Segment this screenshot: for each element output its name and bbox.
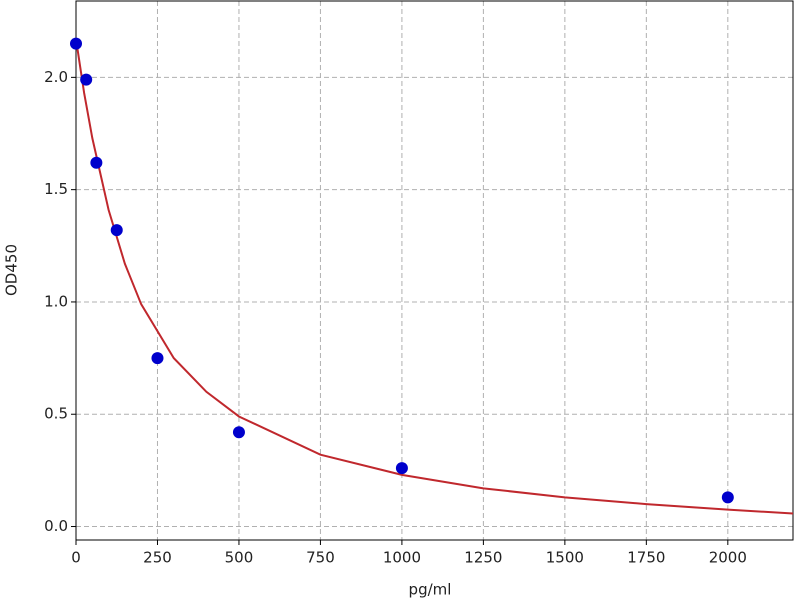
y-axis-label: OD450 — [3, 244, 21, 296]
x-tick-label: 2000 — [709, 549, 747, 567]
x-tick-label: 1500 — [546, 549, 584, 567]
x-tick-label: 500 — [225, 549, 254, 567]
fit-curve — [75, 39, 794, 515]
x-tick-label: 250 — [143, 549, 172, 567]
x-axis-label: pg/ml — [409, 581, 452, 599]
y-tick-label: 0.0 — [44, 517, 68, 535]
y-tick-label: 2.0 — [44, 68, 68, 86]
data-point — [80, 73, 93, 86]
x-tick-label: 750 — [306, 549, 335, 567]
x-tick-label: 1000 — [383, 549, 421, 567]
data-point — [232, 426, 245, 439]
x-tick-label: 0 — [71, 549, 81, 567]
data-point — [151, 352, 164, 365]
x-tick-label: 1750 — [627, 549, 665, 567]
y-tick-label: 0.5 — [44, 405, 68, 423]
y-tick-label: 1.5 — [44, 180, 68, 198]
data-point — [395, 462, 408, 475]
data-point — [721, 491, 734, 504]
data-point — [110, 224, 123, 237]
plot-frame — [75, 0, 794, 541]
data-point — [90, 156, 103, 169]
y-tick-label: 1.0 — [44, 292, 68, 310]
data-point — [70, 37, 82, 50]
x-tick-label: 1250 — [464, 549, 502, 567]
